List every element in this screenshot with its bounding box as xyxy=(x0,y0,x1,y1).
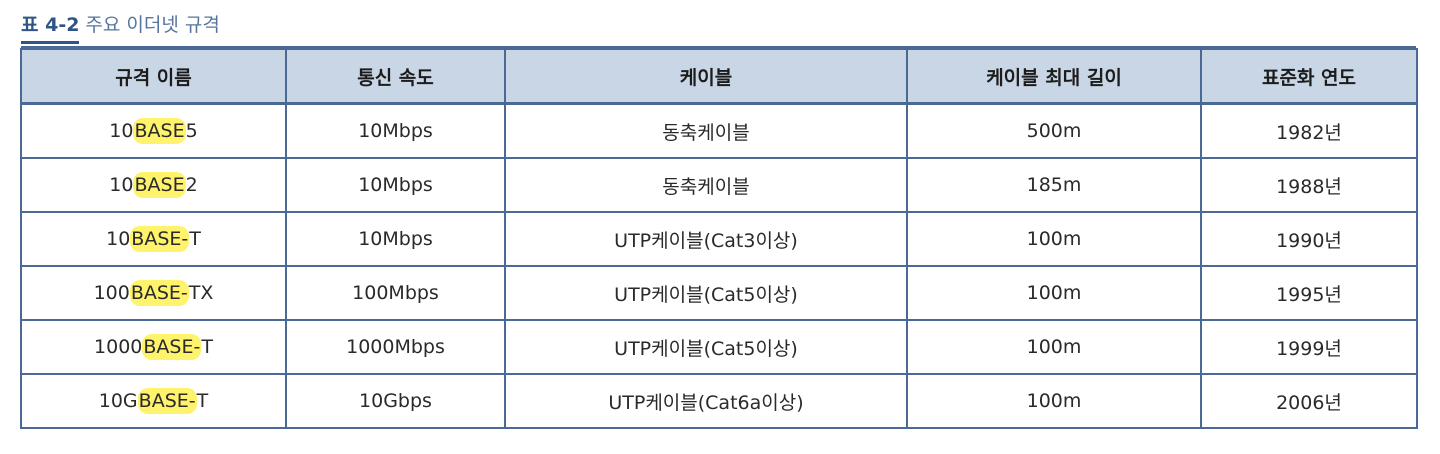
cell-cable: 동축케이블 xyxy=(504,102,908,159)
cell-cable: UTP케이블(Cat6a이상) xyxy=(504,373,908,429)
cell-cable: UTP케이블(Cat5이상) xyxy=(504,319,908,375)
cell-spec-name: 10BASE2 xyxy=(20,157,287,213)
table-caption: 표 4-2 주요 이더넷 규격 xyxy=(21,12,220,44)
cell-cable: UTP케이블(Cat5이상) xyxy=(504,265,908,321)
spec-suffix: 2 xyxy=(185,174,198,196)
header-spec-name: 규격 이름 xyxy=(20,48,287,105)
highlighted-text: BASE xyxy=(133,118,186,144)
spec-prefix: 1000 xyxy=(94,336,143,358)
cell-speed: 100Mbps xyxy=(285,265,506,321)
table-row: 1000BASE-T 1000Mbps UTP케이블(Cat5이상) 100m … xyxy=(20,319,1418,375)
cell-year: 1988년 xyxy=(1200,157,1418,213)
spec-suffix: T xyxy=(196,390,209,412)
cell-year: 1982년 xyxy=(1200,102,1418,159)
cell-year: 1999년 xyxy=(1200,319,1418,375)
header-year: 표준화 연도 xyxy=(1200,48,1418,105)
cell-spec-name: 10BASE-T xyxy=(20,211,287,267)
spec-suffix: T xyxy=(189,228,201,250)
spec-suffix: 5 xyxy=(185,120,198,142)
table-row: 10BASE2 10Mbps 동축케이블 185m 1988년 xyxy=(20,157,1418,213)
cell-cable: UTP케이블(Cat3이상) xyxy=(504,211,908,267)
cell-cable: 동축케이블 xyxy=(504,157,908,213)
spec-suffix: T xyxy=(201,336,213,358)
highlighted-text: BASE- xyxy=(142,334,202,360)
table-number-label: 표 4-2 xyxy=(21,11,80,44)
cell-spec-name: 10BASE5 xyxy=(20,102,287,159)
header-max-length: 케이블 최대 길이 xyxy=(906,48,1202,105)
table-row: 10BASE5 10Mbps 동축케이블 500m 1982년 xyxy=(20,102,1418,159)
spec-prefix: 10 xyxy=(106,228,131,250)
table-row: 10BASE-T 10Mbps UTP케이블(Cat3이상) 100m 1990… xyxy=(20,211,1418,267)
table-row: 10GBASE-T 10Gbps UTP케이블(Cat6a이상) 100m 20… xyxy=(20,373,1418,429)
highlighted-text: BASE- xyxy=(129,280,189,306)
spec-prefix: 100 xyxy=(93,282,130,304)
cell-spec-name: 1000BASE-T xyxy=(20,319,287,375)
spec-prefix: 10 xyxy=(109,120,134,142)
cell-speed: 10Mbps xyxy=(285,102,506,159)
table-header-row: 규격 이름 통신 속도 케이블 케이블 최대 길이 표준화 연도 xyxy=(20,48,1418,105)
cell-max-length: 185m xyxy=(906,157,1202,213)
cell-year: 1990년 xyxy=(1200,211,1418,267)
cell-speed: 1000Mbps xyxy=(285,319,506,375)
cell-spec-name: 10GBASE-T xyxy=(20,373,287,429)
header-cable: 케이블 xyxy=(504,48,908,105)
highlighted-text: BASE xyxy=(133,172,186,198)
cell-spec-name: 100BASE-TX xyxy=(20,265,287,321)
spec-prefix: 10 xyxy=(109,174,134,196)
cell-max-length: 100m xyxy=(906,265,1202,321)
table-row: 100BASE-TX 100Mbps UTP케이블(Cat5이상) 100m 1… xyxy=(20,265,1418,321)
table-title: 주요 이더넷 규격 xyxy=(85,14,220,36)
cell-max-length: 100m xyxy=(906,373,1202,429)
cell-year: 1995년 xyxy=(1200,265,1418,321)
cell-speed: 10Mbps xyxy=(285,157,506,213)
cell-speed: 10Mbps xyxy=(285,211,506,267)
highlighted-text: BASE- xyxy=(130,226,190,252)
spec-prefix: 10G xyxy=(98,390,138,412)
cell-max-length: 500m xyxy=(906,102,1202,159)
spec-suffix: TX xyxy=(188,282,214,304)
cell-speed: 10Gbps xyxy=(285,373,506,429)
header-speed: 통신 속도 xyxy=(285,48,506,105)
cell-max-length: 100m xyxy=(906,211,1202,267)
ethernet-spec-table: 규격 이름 통신 속도 케이블 케이블 최대 길이 표준화 연도 10BASE5… xyxy=(20,48,1418,429)
highlighted-text: BASE- xyxy=(137,388,197,414)
caption-divider xyxy=(21,46,1416,48)
cell-year: 2006년 xyxy=(1200,373,1418,429)
cell-max-length: 100m xyxy=(906,319,1202,375)
